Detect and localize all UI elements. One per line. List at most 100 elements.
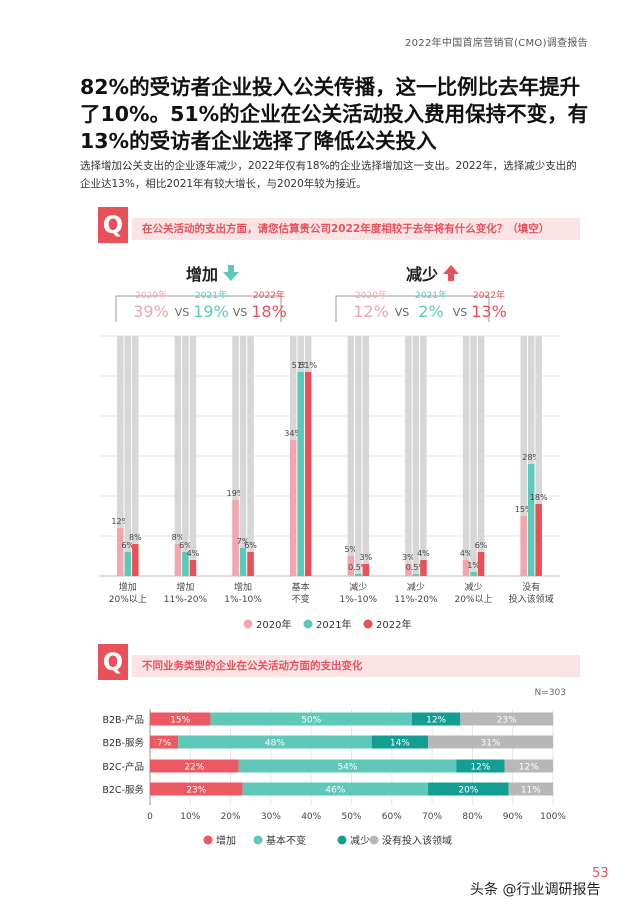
segment-label: 20% [458,786,478,796]
data-label: 19% [227,489,245,498]
row-label: B2C-产品 [102,761,144,773]
data-label: 0.5% [348,563,369,572]
segment-减少 [371,735,429,749]
segment-label: 12% [519,763,539,773]
bar-track [412,336,420,576]
legend-label: 基本不变 [266,834,306,847]
bar-2020年-6 [462,560,470,576]
legend-dot-2020年 [243,619,253,629]
data-label: 1% [467,561,480,570]
question-2-strip [132,655,580,677]
bar-2020年-1 [174,544,182,576]
bar-2022年-0 [132,544,139,576]
legend-label: 2020年 [256,618,291,631]
increase-title: 增加 [186,265,218,284]
x-tick-label: 10% [180,812,200,822]
decrease-year-value: 13% [471,302,507,321]
bar-track [355,336,362,576]
bar-2020年-3 [289,440,297,576]
segment-增加 [150,782,243,796]
bar-track [420,336,427,576]
segment-label: 23% [497,716,517,726]
x-tick-label: 60% [382,812,402,822]
data-label: 18% [530,493,548,502]
bar-2021年-3 [297,372,304,576]
segment-减少 [456,759,505,773]
x-tick-label: 50% [341,812,361,822]
segment-label: 14% [390,739,410,749]
bar-track [189,336,197,576]
question-1-text: 在公关活动的支出方面，请您估算贵公司2022年度相较于去年将有什么变化？（填空） [142,223,550,235]
bar-track [405,336,412,576]
question-1-banner: Q 在公关活动的支出方面，请您估算贵公司2022年度相较于去年将有什么变化？（填… [80,207,580,243]
bar-2022年-1 [189,560,197,576]
bar-track [520,336,527,576]
legend-dot-增加 [203,835,213,845]
category-label-line-2: 11%-20% [164,595,208,605]
category-label-line-2: 1%-10% [224,595,262,605]
segment-增加 [150,735,179,749]
data-label: 5% [344,545,357,554]
legend-dot-没有投入该领域 [369,835,379,845]
data-label: 6% [475,541,488,550]
segment-增加 [150,712,211,726]
category-label-line-2: 投入该领域 [509,593,554,605]
segment-基本不变 [238,759,457,773]
segment-减少 [411,712,461,726]
data-label: 8% [172,533,185,542]
row-label: B2C-服务 [102,784,144,796]
increase-year-label: 2022年 [253,289,285,301]
bar-2020年-7 [520,516,527,576]
bar-track [470,336,477,576]
question-2-banner: Q 不同业务类型的企业在公关活动方面的支出变化 [80,644,580,680]
bar-2020年-4 [347,556,355,576]
increase-year-value: 39% [133,302,169,321]
increase-year-value: 18% [251,302,287,321]
data-label: 6% [244,541,257,550]
arrow-up-icon [443,265,459,281]
data-label: 3% [402,553,415,562]
data-label: 4% [187,549,200,558]
segment-基本不变 [242,782,429,796]
bar-track [462,336,470,576]
bar-track [174,336,182,576]
category-label-line-1: 减少 [465,581,483,593]
segment-label: 22% [184,763,204,773]
decrease-bracket [335,295,490,322]
bar-2022年-3 [304,372,312,576]
data-label: 3% [359,553,372,562]
x-tick-label: 80% [462,812,482,822]
segment-没有投入该领域 [504,759,553,773]
question-2-text: 不同业务类型的企业在公关活动方面的支出变化 [142,660,363,672]
bar-track [347,336,355,576]
question-1-badge: Q [98,207,128,243]
category-label-line-1: 增加 [234,581,252,593]
bar-track [239,336,247,576]
bar-2021年-0 [124,552,132,576]
increase-vs-text: VS [233,306,248,319]
segment-基本不变 [178,735,372,749]
x-tick-label: 0 [147,812,153,822]
increase-bracket [115,295,282,322]
category-label-line-1: 减少 [407,581,425,593]
bar-track [232,336,239,576]
bar-track [247,336,254,576]
segment-没有投入该领域 [508,782,553,796]
sample-size-note: N=303 [535,688,566,698]
bar-track [527,336,535,576]
bar-2021年-1 [182,552,189,576]
arrow-down-icon [223,265,239,281]
x-tick-label: 90% [503,812,523,822]
segment-label: 12% [470,763,490,773]
segment-label: 50% [301,716,321,726]
segment-增加 [150,759,239,773]
segment-减少 [428,782,509,796]
data-label: 34% [284,429,302,438]
segment-没有投入该领域 [428,735,553,749]
data-label: 51% [299,361,317,370]
category-label-line-1: 减少 [349,581,367,593]
segment-没有投入该领域 [460,712,553,726]
bar-2021年-5 [412,574,420,576]
bar-track [132,336,139,576]
report-name: 2022年中国首席营销官(CMO)调查报告 [404,38,588,49]
